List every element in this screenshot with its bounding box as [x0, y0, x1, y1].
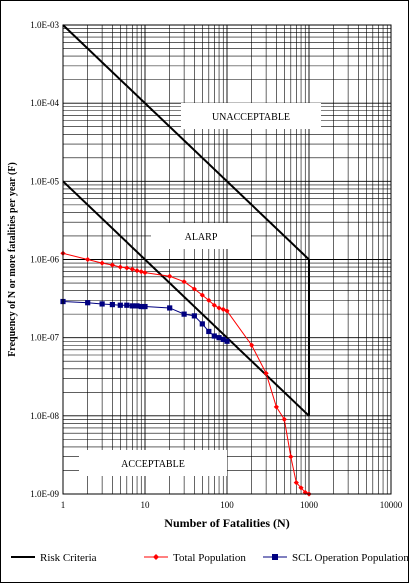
scl-operation-point [99, 301, 105, 307]
scl-operation-point [167, 305, 173, 311]
scl-operation-point [129, 303, 135, 309]
total-population-point [293, 479, 299, 486]
total-population-point [249, 342, 255, 348]
region-unacceptable-box [181, 103, 321, 129]
total-population-point [216, 305, 222, 311]
plot-area-border [62, 24, 392, 495]
x-tick-label: 100 [220, 500, 234, 510]
total-population-point [134, 268, 140, 274]
x-tick-label: 1 [61, 500, 66, 510]
tick-labels: 1 10 100 1000 10000 1.0E-03 1.0E-04 1.0E-05 1.0E… [30, 20, 403, 510]
risk-criteria-line-1 [62, 180, 310, 417]
total-population-point [142, 269, 148, 276]
scl-operation-point [109, 301, 115, 308]
total-population-point [298, 485, 304, 491]
x-tick-label: 10000 [380, 500, 403, 510]
total-population-point [181, 279, 187, 285]
total-population-point [129, 266, 135, 272]
series-1 [60, 250, 312, 497]
scl-operation-point [134, 303, 140, 309]
scl-operation-point [191, 313, 197, 319]
x-axis-label: Number of Fatalities (N) [164, 516, 289, 530]
total-population-point [99, 260, 105, 266]
y-tick-label: 1.0E-09 [30, 489, 59, 499]
total-population-point [211, 302, 217, 308]
total-population-point [117, 264, 123, 270]
scl-operation-point [85, 300, 91, 306]
total-population-point [281, 416, 287, 423]
total-population-point [302, 489, 308, 495]
grid [63, 25, 391, 494]
total-population-point [138, 269, 144, 275]
total-population-point [191, 286, 197, 292]
total-population-point [263, 370, 269, 376]
scl-operation-point [199, 321, 205, 327]
legend-item-0: Risk Criteria [11, 552, 97, 564]
legend: Risk Criteria Total Population SCL Operati… [11, 552, 409, 564]
series-0 [62, 24, 310, 417]
region-alarp-label: ALARP [185, 232, 218, 243]
scl-operation-point [216, 335, 222, 341]
legend-item-2: SCL Operation Population [263, 552, 409, 564]
scl-operation-point [224, 338, 230, 344]
y-axis-label: Frequency of N or more fatalities per ye… [7, 162, 18, 357]
total-population-point [85, 256, 91, 263]
y-tick-label: 1.0E-04 [30, 98, 59, 108]
scl-operation-point [181, 311, 187, 317]
legend-swatch-marker [153, 554, 159, 560]
legend-label: Total Population [173, 552, 246, 564]
scl-operation-point [206, 328, 212, 335]
region-unacceptable-label: UNACCEPTABLE [212, 112, 290, 123]
total-population-point [206, 297, 212, 303]
total-population-point [220, 306, 226, 312]
risk-criteria-line-0 [62, 24, 310, 416]
total-population-point [109, 262, 115, 268]
total-population-point [199, 292, 205, 298]
risk-region-labels: UNACCEPTABLE ALARP ACCEPTABLE [79, 103, 321, 476]
legend-swatch-marker [272, 554, 278, 560]
region-acceptable-label: ACCEPTABLE [121, 459, 185, 470]
y-tick-label: 1.0E-05 [30, 176, 59, 186]
series-line [62, 252, 310, 495]
total-population-point [273, 404, 279, 410]
total-population-point [167, 273, 173, 279]
region-alarp-box [151, 223, 251, 249]
y-tick-label: 1.0E-06 [30, 255, 59, 265]
legend-label: SCL Operation Population [292, 552, 409, 564]
scl-operation-point [142, 303, 148, 310]
scl-operation-point [211, 333, 217, 339]
x-tick-label: 1000 [300, 500, 319, 510]
x-tick-label: 10 [141, 500, 151, 510]
total-population-point [124, 265, 130, 271]
legend-item-1: Total Population [144, 552, 246, 564]
series-layer [60, 24, 312, 497]
region-acceptable-box [79, 450, 227, 476]
scl-operation-point [138, 303, 144, 310]
scl-operation-point [220, 336, 226, 343]
scl-operation-point [124, 302, 130, 308]
y-tick-label: 1.0E-08 [30, 411, 59, 421]
y-tick-label: 1.0E-07 [30, 333, 59, 343]
total-population-point [224, 308, 230, 314]
y-tick-label: 1.0E-03 [30, 20, 59, 30]
legend-label: Risk Criteria [40, 552, 97, 564]
scl-operation-point [117, 302, 123, 308]
total-population-point [288, 454, 294, 460]
